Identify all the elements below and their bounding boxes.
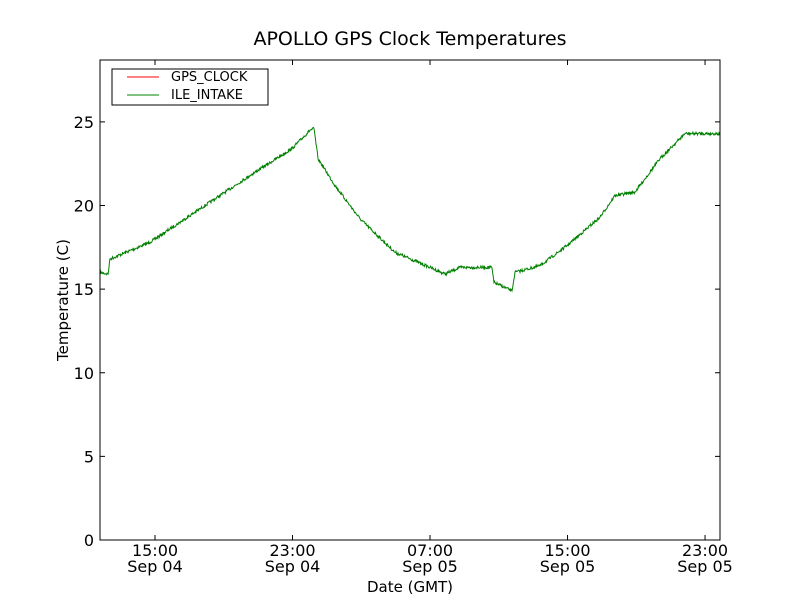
y-tick-label: 20: [74, 197, 94, 216]
chart-title: APOLLO GPS Clock Temperatures: [253, 28, 566, 50]
x-tick-label-date: Sep 05: [540, 557, 596, 576]
series-line-ile-intake: [99, 126, 721, 293]
x-tick-label-time: 15:00: [544, 541, 590, 560]
y-tick-label: 0: [84, 531, 94, 550]
x-tick-label-time: 23:00: [682, 541, 728, 560]
series-layer: [99, 126, 721, 293]
plot-frame: [99, 59, 721, 541]
y-tick-label: 5: [84, 447, 94, 466]
legend: GPS_CLOCK ILE_INTAKE: [111, 68, 269, 106]
x-tick-label-date: Sep 04: [127, 557, 183, 576]
y-axis-label: Temperature (C): [54, 239, 72, 362]
x-tick-label-date: Sep 05: [402, 557, 458, 576]
x-tick-label-time: 15:00: [132, 541, 178, 560]
legend-label-gps-clock: GPS_CLOCK: [171, 70, 248, 85]
y-tick-label: 15: [74, 280, 94, 299]
y-tick-label: 10: [74, 364, 94, 383]
x-tick-label-date: Sep 04: [265, 557, 321, 576]
legend-box: [111, 68, 269, 106]
x-tick-label-time: 23:00: [269, 541, 315, 560]
y-tick-label: 25: [74, 113, 94, 132]
x-tick-label-time: 07:00: [407, 541, 453, 560]
legend-label-ile-intake: ILE_INTAKE: [171, 88, 243, 103]
x-axis-label: Date (GMT): [367, 578, 453, 596]
x-tick-label-date: Sep 05: [677, 557, 733, 576]
